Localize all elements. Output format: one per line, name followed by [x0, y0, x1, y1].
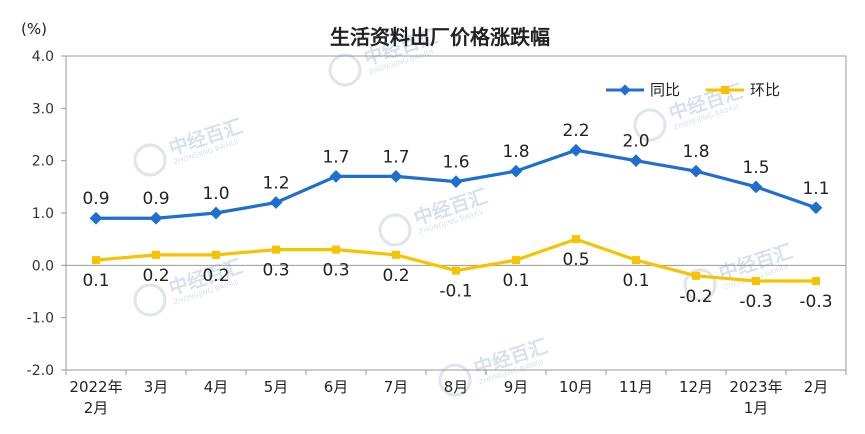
data-label: 0.1	[622, 271, 649, 291]
data-point	[692, 271, 700, 280]
data-point	[449, 175, 463, 188]
y-tick-label: 2.0	[32, 154, 54, 170]
data-label: 2.0	[622, 132, 649, 152]
data-label: 0.1	[502, 271, 529, 291]
data-point	[632, 256, 640, 265]
data-point	[389, 170, 403, 183]
data-label: 0.9	[82, 189, 109, 209]
x-tick-label: 4月	[204, 378, 229, 396]
data-label: 0.2	[202, 266, 229, 286]
watermark-logo	[633, 108, 667, 142]
data-point	[269, 196, 283, 209]
data-label: 0.2	[382, 266, 409, 286]
data-label: 2.2	[562, 121, 589, 141]
y-tick-label: 3.0	[32, 101, 54, 117]
data-point	[752, 277, 760, 286]
data-label: 0.5	[562, 250, 589, 270]
data-label: 1.2	[262, 174, 289, 194]
watermark-logo	[683, 268, 717, 302]
y-tick-label: 0.0	[32, 258, 54, 274]
x-tick-label: 11月	[619, 378, 653, 396]
x-tick-label: 2022年	[69, 378, 122, 396]
data-point	[329, 170, 343, 183]
x-axis: 2022年 2月 3月 4月 5月 6月 7月 8月 9月 10月 11月 12月 2023年 1月 2月	[65, 370, 847, 417]
series-layer: 0.9 0.9 1.0 1.2 1.7 1.7 1.6 1.8 2.2 2.0 1.8 1.5 1.1 0…	[82, 121, 832, 312]
data-point	[149, 211, 163, 225]
data-point	[629, 154, 643, 168]
data-point	[452, 266, 460, 275]
watermark-logo	[133, 283, 167, 317]
data-label: 0.1	[82, 271, 109, 291]
data-point	[332, 245, 340, 254]
legend-label: 同比	[650, 81, 680, 99]
y-axis-unit: (%)	[21, 20, 47, 38]
x-tick-label: 1月	[744, 399, 769, 417]
data-label: 0.9	[142, 189, 169, 209]
data-point	[89, 211, 103, 225]
data-label: 0.3	[322, 261, 349, 281]
y-tick-label: -2.0	[27, 363, 54, 379]
x-tick-label: 6月	[324, 378, 349, 396]
x-tick-label: 8月	[444, 378, 469, 396]
data-label: 1.8	[682, 142, 709, 162]
data-point	[209, 206, 223, 220]
data-label: -0.1	[439, 282, 472, 302]
data-label: -0.3	[799, 292, 832, 312]
y-tick-label: 1.0	[32, 206, 54, 222]
data-label: 0.2	[142, 266, 169, 286]
data-label: 1.5	[742, 158, 769, 178]
data-label: 1.6	[442, 153, 469, 173]
x-tick-label: 3月	[144, 378, 169, 396]
legend-label: 环比	[750, 81, 780, 99]
y-axis: 4.0 3.0 2.0 1.0 0.0 -1.0 -2.0	[27, 49, 66, 379]
x-tick-label: 5月	[264, 378, 289, 396]
x-tick-label: 10月	[559, 378, 593, 396]
y-tick-label: 4.0	[32, 49, 54, 65]
data-point	[509, 164, 523, 178]
data-label: 1.0	[202, 184, 229, 204]
data-point	[812, 277, 820, 286]
x-tick-label: 2023年	[729, 378, 782, 396]
x-tick-label: 7月	[384, 378, 409, 396]
y-tick-label: -1.0	[27, 311, 54, 327]
data-point	[152, 250, 160, 259]
legend-marker	[619, 84, 631, 96]
data-point	[392, 250, 400, 259]
data-label: 1.8	[502, 142, 529, 162]
data-point	[569, 143, 583, 157]
data-point	[92, 256, 100, 265]
data-label: 1.7	[382, 147, 409, 167]
watermark-logo	[438, 363, 472, 397]
watermark-logo	[328, 53, 362, 87]
watermark-logo	[133, 143, 167, 177]
data-point	[572, 235, 580, 244]
data-point	[749, 180, 763, 194]
x-tick-label: 2月	[84, 399, 109, 417]
data-point	[272, 245, 280, 254]
x-tick-label: 12月	[679, 378, 713, 396]
x-tick-label: 9月	[504, 378, 529, 396]
data-label: 0.3	[262, 261, 289, 281]
chart-title: 生活资料出厂价格涨跌幅	[330, 25, 550, 49]
data-label: 1.1	[802, 179, 829, 199]
x-tick-label: 2月	[804, 378, 829, 396]
legend-marker	[721, 86, 729, 94]
data-point	[212, 250, 220, 259]
data-label: 1.7	[322, 147, 349, 167]
data-label: -0.2	[679, 287, 712, 307]
data-point	[512, 256, 520, 265]
data-label: -0.3	[739, 292, 772, 312]
data-point	[689, 164, 703, 178]
watermark-logo	[378, 213, 412, 247]
data-point	[809, 201, 823, 215]
